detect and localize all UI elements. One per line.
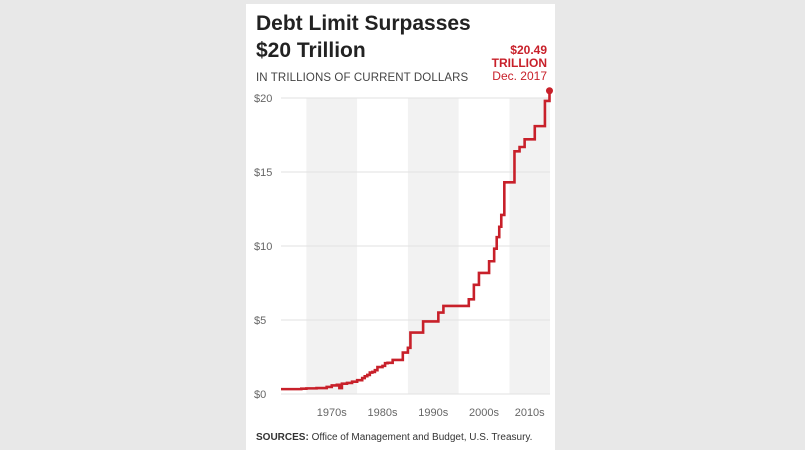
chart-card: Debt Limit Surpasses $20 Trillion IN TRI… — [246, 4, 555, 450]
x-tick-label: 1980s — [368, 407, 398, 419]
source-note: SOURCES: Office of Management and Budget… — [256, 432, 532, 443]
y-tick-label: $15 — [254, 167, 272, 179]
chart-subtitle: IN TRILLIONS OF CURRENT DOLLARS — [256, 72, 469, 84]
source-label: SOURCES: — [256, 432, 309, 443]
y-tick-label: $10 — [254, 241, 272, 253]
chart-title: Debt Limit Surpasses $20 Trillion — [256, 12, 471, 62]
peak-callout: $20.49 TRILLION Dec. 2017 — [492, 44, 547, 83]
x-tick-label: 1970s — [317, 407, 347, 419]
y-tick-label: $5 — [254, 315, 266, 327]
peak-value: $20.49 — [510, 43, 547, 57]
x-tick-label: 1990s — [418, 407, 448, 419]
peak-unit: TRILLION — [491, 56, 547, 70]
y-tick-label: $0 — [254, 389, 266, 401]
x-tick-label: 2000s — [469, 407, 499, 419]
debt-limit-line — [281, 90, 551, 391]
x-tick-label: 2010s — [515, 407, 545, 419]
y-tick-label: $20 — [254, 93, 272, 105]
peak-date: Dec. 2017 — [492, 69, 547, 83]
peak-point — [545, 87, 553, 95]
source-text: Office of Management and Budget, U.S. Tr… — [311, 432, 533, 443]
debt-limit-chart: $0 $5 $10 $15 $20 1970s 1980s 1990s 2000s 2010s — [254, 87, 553, 419]
